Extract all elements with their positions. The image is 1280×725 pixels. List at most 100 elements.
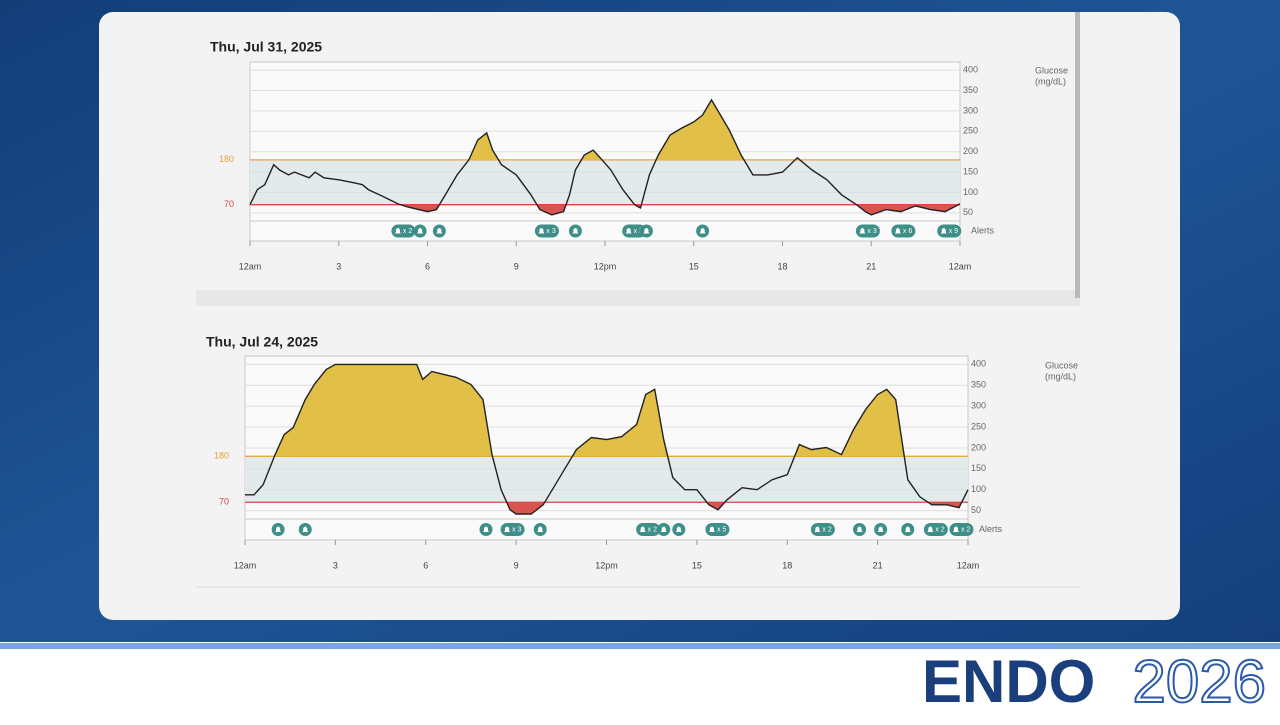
alert: x 6 <box>891 224 916 238</box>
alert-pill <box>500 523 525 536</box>
alert: x 3 <box>534 224 559 238</box>
alert <box>413 224 427 238</box>
alert-count: x 9 <box>949 228 958 235</box>
y-tick-label: 100 <box>971 484 986 494</box>
x-tick-label: 12am <box>957 560 980 570</box>
alert-pill <box>534 224 559 238</box>
alert-bell <box>537 526 544 532</box>
y-tick-label: 300 <box>963 105 978 115</box>
alert-pill <box>636 523 661 536</box>
alert <box>568 224 582 238</box>
alert: x 5 <box>705 523 730 536</box>
alert <box>533 523 547 536</box>
alert <box>901 523 915 536</box>
alert-bell <box>394 228 401 234</box>
y-tick-label: 200 <box>971 442 986 452</box>
y-tick-label: 250 <box>971 421 986 431</box>
logo-name: ENDO <box>922 648 1095 715</box>
low-threshold-label: 70 <box>219 497 229 507</box>
x-tick-label: 6 <box>423 560 428 570</box>
alert: x 2 <box>391 224 416 238</box>
alert-pill <box>622 224 647 238</box>
y-tick-label: 250 <box>963 126 978 136</box>
alert: x 2 <box>923 523 948 536</box>
high-area <box>274 364 905 457</box>
alert-pill <box>391 224 416 238</box>
x-tick-label: 9 <box>514 560 519 570</box>
x-tick-label: 12pm <box>594 261 617 271</box>
x-tick-label: 12am <box>234 560 257 570</box>
alert-count: x 5 <box>717 526 726 533</box>
alert: x 2 <box>810 523 835 536</box>
alert-bell <box>952 526 959 532</box>
alert-bell <box>538 228 545 234</box>
alert-pill <box>810 523 835 536</box>
x-tick-label: 9 <box>514 261 519 271</box>
y-tick-label: 150 <box>963 166 978 176</box>
alert-count: x 2 <box>403 228 412 235</box>
x-tick-label: 3 <box>336 261 341 271</box>
alert-pill <box>949 523 974 536</box>
alert-count: x 2 <box>961 526 970 533</box>
alert <box>432 224 446 238</box>
alert-pill <box>855 224 880 238</box>
alert-bell <box>504 526 511 532</box>
alerts-label: Alerts <box>979 524 1003 534</box>
alert <box>271 523 285 536</box>
alert-count: x 2 <box>822 526 831 533</box>
y-axis-label: Glucose <box>1035 65 1068 75</box>
x-tick-label: 21 <box>866 261 876 271</box>
alert-bell <box>483 526 489 532</box>
alert-bell <box>927 526 934 532</box>
alert-pill <box>923 523 948 536</box>
alert-count: x 3 <box>867 228 876 235</box>
alert-bell <box>877 526 884 532</box>
y-tick-label: 200 <box>963 146 978 156</box>
target-range <box>245 456 968 503</box>
alert-pill <box>705 523 730 536</box>
x-tick-label: 21 <box>873 560 883 570</box>
alerts-label: Alerts <box>971 225 995 235</box>
y-tick-label: 300 <box>971 401 986 411</box>
alert-bell <box>894 228 901 234</box>
alert-bell <box>699 228 706 234</box>
alert: x 2 <box>636 523 661 536</box>
alert-pill <box>891 224 916 238</box>
alert-count: x 3 <box>512 526 521 533</box>
alert-bell <box>660 526 667 532</box>
y-axis-label: Glucose <box>1045 360 1078 370</box>
low-threshold-label: 70 <box>224 199 234 209</box>
y-tick-label: 100 <box>963 187 978 197</box>
target-range <box>250 159 960 205</box>
y-tick-label: 400 <box>963 65 978 75</box>
y-axis-label: (mg/dL) <box>1035 76 1066 86</box>
x-tick-label: 3 <box>333 560 338 570</box>
alert-bell <box>572 228 579 234</box>
x-tick-label: 15 <box>692 560 702 570</box>
alert <box>696 224 710 238</box>
alert-count: x 2 <box>648 526 657 533</box>
glucose-line <box>249 98 961 216</box>
alert-bell <box>859 228 866 234</box>
high-threshold-label: 180 <box>219 154 234 164</box>
alert-bell <box>275 526 282 532</box>
footer-stripe <box>0 643 1280 649</box>
logo-year: 2026 <box>1133 648 1266 715</box>
alert-bell <box>417 228 424 234</box>
alert-bell <box>302 526 309 532</box>
y-tick-label: 350 <box>963 85 978 95</box>
x-tick-label: 12am <box>239 261 262 271</box>
y-tick-label: 150 <box>971 463 986 473</box>
x-tick-label: 6 <box>425 261 430 271</box>
scrollbar <box>1075 12 1080 298</box>
chart-title: Thu, Jul 31, 2025 <box>210 39 322 55</box>
alert-bell <box>856 526 863 532</box>
glucose-line <box>245 363 969 515</box>
alert-count: x 6 <box>903 228 912 235</box>
alert <box>298 523 312 536</box>
alert <box>657 523 671 536</box>
alert <box>639 224 653 238</box>
chart-title: Thu, Jul 24, 2025 <box>206 334 318 350</box>
alert-pill <box>937 224 962 238</box>
